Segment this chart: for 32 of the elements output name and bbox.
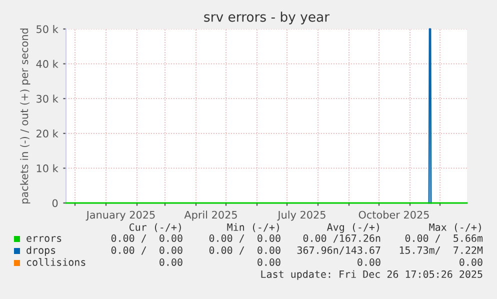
x-tick-label: July 2025	[277, 210, 326, 221]
legend-label: drops	[26, 246, 56, 256]
y-tick-label: 10 k	[36, 164, 58, 172]
y-tick-label: 30 k	[36, 94, 58, 103]
text: 0.00	[358, 258, 380, 266]
y-tick-label: 0	[52, 199, 58, 208]
text: 0.00 / 5.66m	[405, 234, 483, 243]
y-tick-label: 40 k	[36, 60, 58, 68]
text: 0.00 / 0.00	[111, 246, 182, 255]
text: 0.00	[460, 258, 482, 266]
x-tick-label: April 2025	[184, 210, 237, 221]
text: Cur (-/+)	[129, 223, 181, 232]
text: 15.73m/ 7.22M	[400, 246, 483, 255]
text: Avg (-/+)	[327, 223, 379, 233]
y-axis-title: packets in (-) / out (+) per second	[20, 28, 30, 204]
text: Max (-/+)	[429, 223, 481, 232]
legend-label: errors	[26, 236, 62, 242]
x-tick-label: October 2025	[358, 210, 429, 219]
text: 0.00	[258, 258, 280, 266]
text: Min (-/+)	[227, 223, 279, 232]
text: Last update: Fri Dec 26 17:05:26 2025	[261, 270, 482, 280]
text: 0.00	[160, 258, 182, 266]
x-tick-label: January 2025	[86, 210, 155, 221]
text: 367.96n/143.67	[297, 246, 380, 255]
y-tick-label: 20 k	[36, 129, 58, 138]
text: 0.00 /167.26n	[303, 234, 380, 243]
text: 0.00 / 0.00	[111, 234, 182, 243]
text: 0.00 / 0.00	[209, 246, 280, 255]
legend-label: collisions	[26, 258, 86, 266]
text: 0.00 / 0.00	[209, 234, 280, 243]
y-tick-label: 50 k	[36, 25, 58, 34]
chart-title: srv errors - by year	[204, 12, 330, 24]
